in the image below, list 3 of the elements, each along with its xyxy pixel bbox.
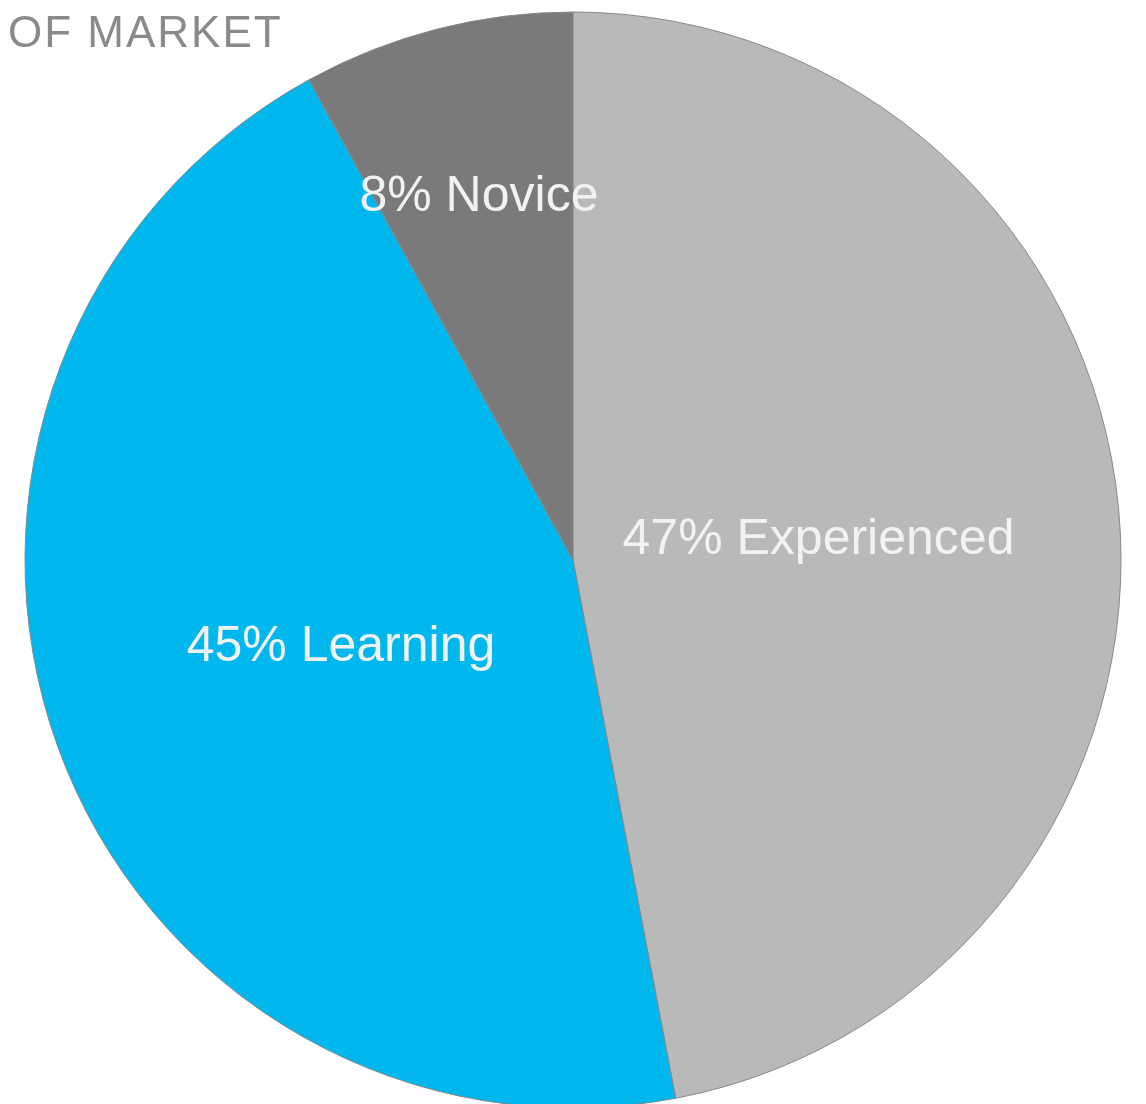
chart-title: OF MARKET (8, 7, 283, 56)
slice-label: 45% Learning (186, 615, 496, 672)
slice-label: 47% Experienced (622, 508, 1015, 565)
